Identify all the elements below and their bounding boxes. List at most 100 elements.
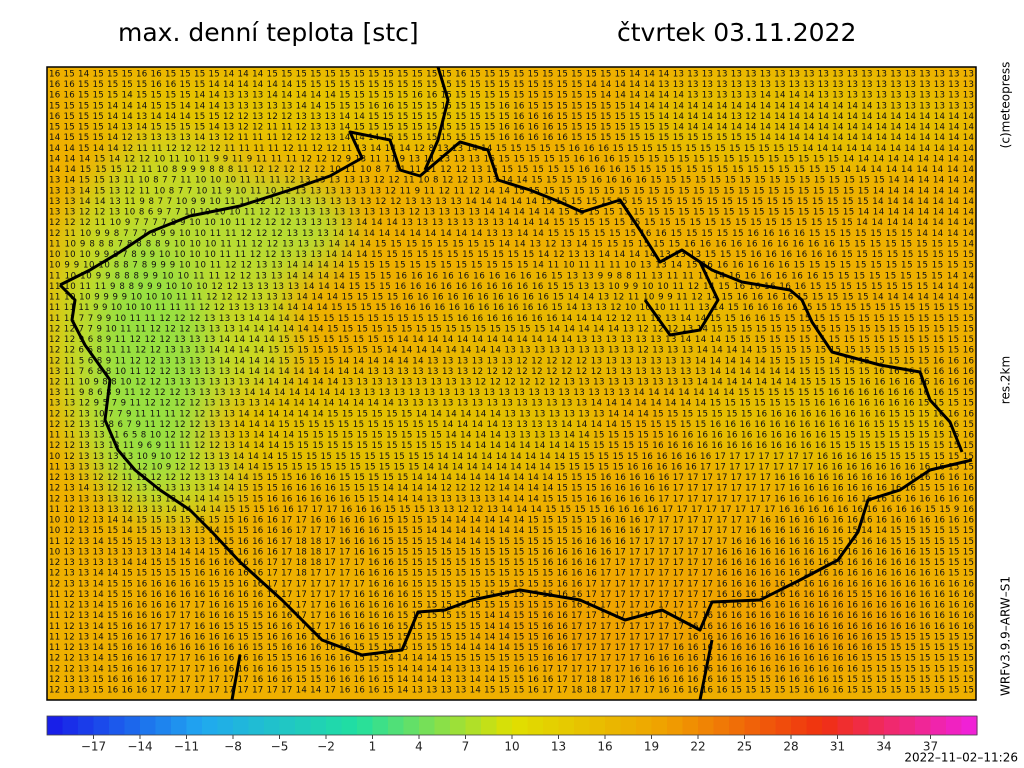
- value-row: 11 12 13 14 15 15 15 13 13 13 13 15 15 1…: [49, 537, 974, 547]
- colorbar-cell: [946, 716, 963, 735]
- value-row: 12 12 13 14 15 16 16 17 17 17 16 16 16 1…: [49, 654, 974, 664]
- colorbar-tick-label: 28: [783, 740, 798, 754]
- value-row: 11 12 13 14 15 16 16 16 17 17 16 16 16 1…: [49, 611, 974, 621]
- value-row: 12 13 13 15 16 16 16 17 17 17 17 17 17 1…: [49, 675, 974, 685]
- value-row: 14 14 15 14 14 12 11 11 12 12 12 12 11 1…: [49, 144, 974, 154]
- value-row: 12 12 9 6 8 9 11 12 12 12 13 13 13 14 14…: [49, 335, 974, 345]
- value-row: 12 12 13 13 13 11 9 6 9 11 11 12 12 13 1…: [49, 441, 974, 451]
- colorbar-cell: [605, 716, 622, 735]
- value-row: 11 12 13 14 15 16 16 17 17 16 16 16 16 1…: [49, 632, 974, 642]
- colorbar-cell: [651, 716, 668, 735]
- colorbar-cell: [775, 716, 792, 735]
- colorbar-tick-label: −11: [174, 740, 199, 754]
- value-row: 11 12 13 14 15 16 16 16 16 17 17 16 16 1…: [49, 601, 974, 611]
- colorbar-tick-label: 1: [369, 740, 377, 754]
- value-row: 11 13 13 13 12 11 12 10 9 12 12 13 13 14…: [49, 462, 974, 472]
- value-row: 11 10 10 9 9 9 9 10 10 10 11 11 12 12 12…: [49, 293, 974, 303]
- value-row: 12 13 14 13 12 12 13 12 13 13 13 14 14 1…: [49, 484, 974, 494]
- colorbar-cell: [341, 716, 358, 735]
- value-row: 12 13 13 12 12 11 12 12 12 12 13 13 14 1…: [49, 473, 974, 483]
- value-row: 12 13 13 13 13 12 13 13 13 14 14 14 15 1…: [49, 494, 974, 504]
- value-row: 15 15 15 15 14 14 14 15 15 14 14 14 13 1…: [49, 101, 974, 111]
- colorbar-cell: [667, 716, 684, 735]
- colorbar-tick-label: −17: [81, 740, 106, 754]
- value-grid: 16 15 14 15 15 15 16 16 15 15 15 15 14 1…: [49, 70, 974, 696]
- colorbar-cell: [388, 716, 405, 735]
- colorbar-cell: [822, 716, 839, 735]
- value-row: 16 16 15 15 15 15 15 16 16 15 15 14 14 1…: [49, 80, 974, 90]
- timestamp: 2022–11–02–11:26: [904, 751, 1018, 765]
- value-row: 16 15 15 15 14 14 13 14 14 14 15 15 12 1…: [49, 112, 974, 122]
- colorbar-cell: [434, 716, 451, 735]
- colorbar-tick-label: 13: [551, 740, 566, 754]
- resolution: res.2km: [999, 356, 1013, 404]
- colorbar-cell: [248, 716, 265, 735]
- value-row: 11 12 13 14 15 16 16 17 17 17 16 16 15 1…: [49, 622, 974, 632]
- value-row: 12 13 13 15 16 16 16 17 17 17 17 17 17 1…: [49, 686, 974, 696]
- value-row: 13 13 14 15 13 12 11 10 8 7 7 10 11 9 10…: [49, 186, 974, 196]
- value-row: 11 10 10 9 9 8 8 8 9 9 10 10 11 11 12 12…: [49, 271, 974, 281]
- colorbar-cell: [915, 716, 932, 735]
- colorbar-cell: [574, 716, 591, 735]
- value-row: 15 15 15 15 14 13 14 15 15 15 15 14 13 1…: [49, 123, 974, 133]
- field-shading: [50, 70, 976, 680]
- colorbar-cell: [93, 716, 110, 735]
- value-row: 11 12 13 13 13 12 13 13 14 14 14 14 15 1…: [49, 505, 974, 515]
- map-frame: [46, 66, 977, 701]
- colorbar-cell: [450, 716, 467, 735]
- colorbar-cell: [589, 716, 606, 735]
- colorbar-cell: [357, 716, 374, 735]
- model: WRFv3.9.9–ARW–S1: [999, 576, 1013, 696]
- title: max. denní teplota [stc]: [118, 18, 419, 47]
- colorbar-tick-label: 37: [923, 740, 938, 754]
- colorbar-tick-label: 22: [690, 740, 705, 754]
- value-row: 12 11 5 6 8 9 11 12 12 13 13 13 13 14 14…: [49, 356, 974, 366]
- colorbar-cell: [47, 716, 64, 735]
- colorbar-cell: [837, 716, 854, 735]
- value-row: 12 12 12 11 10 9 7 7 7 7 8 9 10 10 10 11…: [49, 218, 974, 228]
- colorbar-cell: [698, 716, 715, 735]
- colorbar-cell: [620, 716, 637, 735]
- colorbar-cell: [713, 716, 730, 735]
- value-row: 11 12 13 14 15 15 16 16 16 16 16 16 16 1…: [49, 590, 974, 600]
- value-row: 11 11 11 9 9 10 10 10 11 11 11 12 12 13 …: [49, 303, 974, 313]
- value-row: 12 13 13 14 14 15 15 15 15 15 16 16 16 1…: [49, 569, 974, 579]
- value-row: 12 11 10 9 9 8 7 7 7 8 9 9 10 10 11 11 1…: [49, 229, 974, 239]
- value-row: 10 9 9 10 10 8 8 7 8 9 9 9 10 10 11 12 1…: [49, 261, 974, 271]
- colorbar-cell: [884, 716, 901, 735]
- colorbar-tick-label: 34: [876, 740, 891, 754]
- colorbar-tick-label: 10: [504, 740, 519, 754]
- value-row: 12 13 13 14 15 15 16 16 16 16 16 15 15 1…: [49, 579, 974, 589]
- colorbar-cell: [744, 716, 761, 735]
- colorbar-tick-label: 31: [830, 740, 845, 754]
- value-row: 12 12 13 13 8 6 7 9 11 12 12 12 13 13 14…: [49, 420, 974, 430]
- date: čtvrtek 03.11.2022: [617, 18, 856, 47]
- value-row: 10 12 13 15 15 14 15 15 13 13 13 14 15 1…: [49, 526, 974, 536]
- colorbar-cell: [419, 716, 436, 735]
- value-row: 13 11 9 8 6 8 9 11 12 12 12 13 13 13 13 …: [49, 388, 974, 398]
- colorbar-cell: [868, 716, 885, 735]
- colorbar-cell: [403, 716, 420, 735]
- copyright: (c)meteopress: [999, 62, 1013, 149]
- colorbar-cell: [465, 716, 482, 735]
- temperature-field: 16 15 14 15 15 15 16 16 15 15 15 15 14 1…: [47, 67, 976, 700]
- value-row: 16 16 15 15 15 14 15 15 15 15 14 14 13 1…: [49, 91, 974, 101]
- colorbar-cell: [791, 716, 808, 735]
- colorbar-tick-label: −8: [224, 740, 242, 754]
- value-row: 13 13 12 9 5 7 9 11 12 12 12 12 13 13 13…: [49, 399, 974, 409]
- colorbar-cell: [171, 716, 188, 735]
- value-row: 10 10 10 9 9 8 7 8 9 9 10 10 10 10 11 11…: [49, 250, 974, 260]
- value-row: 14 14 14 15 14 12 12 10 11 10 11 9 9 11 …: [49, 154, 974, 164]
- colorbar: −17 −14 −11 −8 −5 −2 1 4 7 10 13 16 19 22 25 28 31 34 37: [46, 715, 978, 754]
- value-row: 14 14 15 15 15 12 11 10 8 9 9 9 8 8 8 11…: [49, 165, 974, 175]
- borders: [58, 67, 973, 700]
- colorbar-cell: [186, 716, 203, 735]
- colorbar-tick-label: −2: [317, 740, 335, 754]
- value-row: 10 10 12 13 14 14 15 15 15 15 15 15 15 1…: [49, 516, 974, 526]
- colorbar-cell: [682, 716, 699, 735]
- colorbar-cell: [295, 716, 312, 735]
- colorbar-cell: [636, 716, 653, 735]
- colorbar-cell: [481, 716, 498, 735]
- value-row: 13 11 7 6 8 8 10 11 12 12 13 13 13 13 14…: [49, 367, 974, 377]
